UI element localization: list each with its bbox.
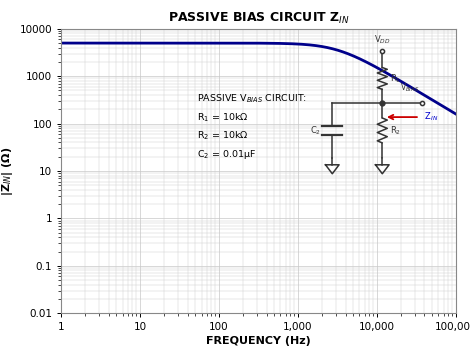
Title: PASSIVE BIAS CIRCUIT Z$_{IN}$: PASSIVE BIAS CIRCUIT Z$_{IN}$ xyxy=(168,11,349,26)
Text: PASSIVE V$_{BIAS}$ CIRCUIT:
R$_1$ = 10kΩ
R$_2$ = 10kΩ
C$_2$ = 0.01µF: PASSIVE V$_{BIAS}$ CIRCUIT: R$_1$ = 10kΩ… xyxy=(197,93,307,161)
Text: C$_2$: C$_2$ xyxy=(311,124,321,137)
Text: V$_{BIAS}$: V$_{BIAS}$ xyxy=(400,82,420,94)
Text: R$_2$: R$_2$ xyxy=(391,124,401,137)
Y-axis label: |Z$_{IN}$| (Ω): |Z$_{IN}$| (Ω) xyxy=(0,147,16,195)
Text: V$_{DD}$: V$_{DD}$ xyxy=(374,33,391,45)
X-axis label: FREQUENCY (Hz): FREQUENCY (Hz) xyxy=(206,336,311,346)
Text: R$_1$: R$_1$ xyxy=(391,72,401,85)
Text: Z$_{IN}$: Z$_{IN}$ xyxy=(422,111,438,123)
